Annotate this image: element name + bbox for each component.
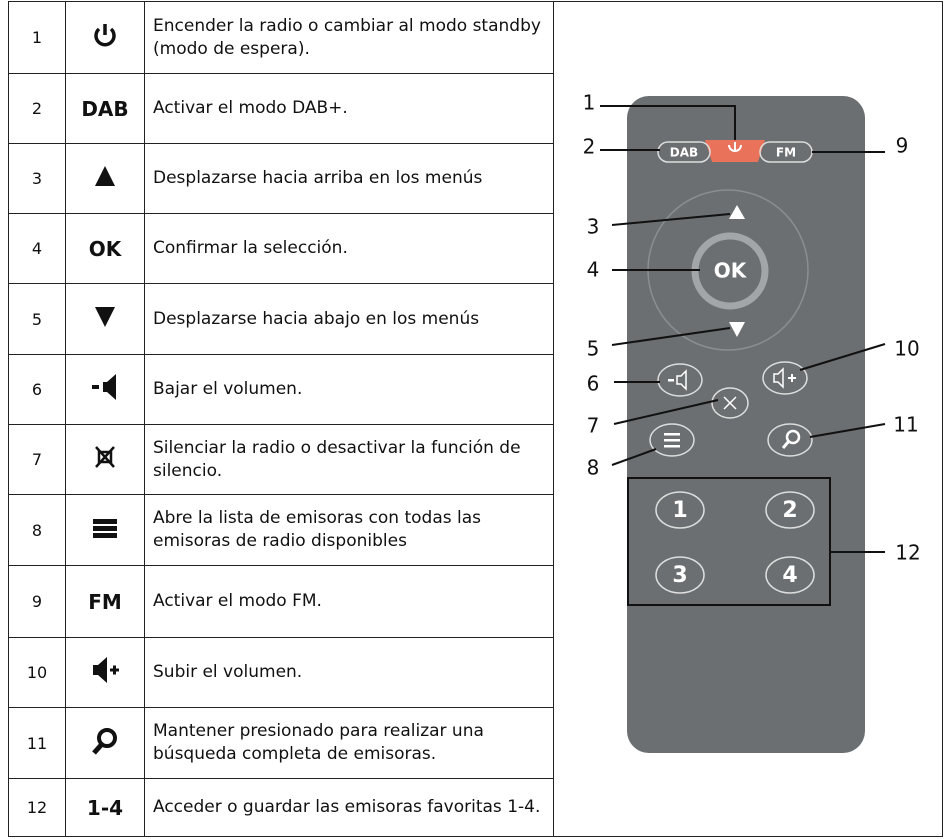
row-number: 11 <box>8 707 66 779</box>
row-icon <box>65 707 145 779</box>
row-number: 4 <box>8 213 66 284</box>
row-icon <box>65 283 145 355</box>
callout-number: 2 <box>583 135 596 159</box>
table-row: 6 Bajar el volumen. <box>8 354 943 425</box>
row-number: 7 <box>8 424 66 495</box>
table-row: 3 Desplazarse hacia arriba en los menús <box>8 143 943 214</box>
preset-box <box>627 477 831 606</box>
callout-number: 1 <box>583 91 596 115</box>
preset-label: 1 <box>672 498 687 523</box>
row-description: Desplazarse hacia abajo en los menús <box>144 283 554 355</box>
callout-number: 12 <box>895 541 920 565</box>
callout-number: 9 <box>896 134 909 158</box>
row-number: 12 <box>8 778 66 837</box>
preset-label: 3 <box>672 563 687 588</box>
callout-number: 6 <box>587 372 600 396</box>
table-row: 5 Desplazarse hacia abajo en los menús <box>8 283 943 355</box>
table-row: 11 Mantener presionado para realizar una … <box>8 707 943 779</box>
table-row: 9 FM Activar el modo FM. <box>8 565 943 638</box>
row-description: Activar el modo DAB+. <box>144 73 554 144</box>
icon <box>93 657 119 683</box>
preset-label: 4 <box>782 563 797 588</box>
callout-number: 10 <box>894 337 919 361</box>
row-number: 5 <box>8 283 66 355</box>
row-number: 3 <box>8 143 66 214</box>
callout-number: 3 <box>587 215 600 239</box>
icon <box>94 24 116 47</box>
callout-number: 4 <box>587 258 600 282</box>
icon <box>95 306 115 327</box>
row-number: 8 <box>8 494 66 566</box>
icon <box>93 518 117 538</box>
row-number: 2 <box>8 73 66 144</box>
icon <box>92 727 117 755</box>
table-row: 7 Silenciar la radio o desactivar la func… <box>8 424 943 495</box>
preset-label: 2 <box>782 498 797 523</box>
fm-label: FM <box>776 146 796 160</box>
row-description: Subir el volumen. <box>144 637 554 708</box>
icon <box>95 446 115 468</box>
dab-label: DAB <box>670 146 698 160</box>
row-description: Silenciar la radio o desactivar la funci… <box>144 424 554 495</box>
row-icon: DAB <box>65 73 145 144</box>
ok-label: OK <box>714 259 748 283</box>
row-description: Desplazarse hacia arriba en los menús <box>144 143 554 214</box>
callout-number: 5 <box>587 337 600 361</box>
row-icon <box>65 424 145 495</box>
row-description: Bajar el volumen. <box>144 354 554 425</box>
row-description: Acceder o guardar las emisoras favoritas… <box>144 778 554 837</box>
up-arrow <box>729 205 745 219</box>
row-icon: OK <box>65 213 145 284</box>
row-description: Activar el modo FM. <box>144 565 554 638</box>
callout-lines <box>600 105 886 553</box>
power-symbol <box>728 142 742 152</box>
table-row: 4 OK Confirmar la selección. <box>8 213 943 284</box>
remote-body <box>627 96 865 753</box>
row-number: 9 <box>8 565 66 638</box>
icon <box>95 166 115 186</box>
row-icon <box>65 143 145 214</box>
callout-number: 8 <box>587 456 600 480</box>
table-row: 10 Subir el volumen. <box>8 637 943 708</box>
row-number: 1 <box>8 1 66 74</box>
table-row: 12 1-4 Acceder o guardar las emisoras favo… <box>8 778 943 837</box>
row-icon: FM <box>65 565 145 638</box>
table-row: 2 DAB Activar el modo DAB+. <box>8 73 943 144</box>
icon <box>92 374 116 400</box>
row-description: Mantener presionado para realizar una bú… <box>144 707 554 779</box>
round-buttons <box>649 361 815 594</box>
dab-button <box>657 141 711 163</box>
row-description: Encender la radio o cambiar al modo stan… <box>144 1 554 74</box>
callout-number: 11 <box>893 413 918 437</box>
down-arrow <box>729 322 745 337</box>
button-symbols <box>664 367 801 449</box>
row-description: Confirmar la selección. <box>144 213 554 284</box>
callout-number: 7 <box>587 414 600 438</box>
row-icon: 1-4 <box>65 778 145 837</box>
